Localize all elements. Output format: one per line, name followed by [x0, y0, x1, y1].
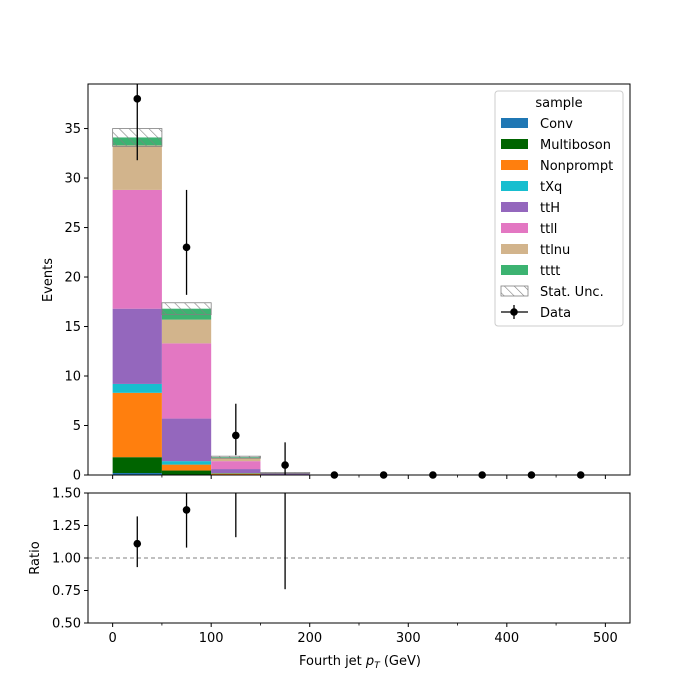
- y-tick-label-ratio-3: 1.25: [52, 519, 81, 534]
- legend-label-ttlnu: ttlnu: [540, 243, 570, 258]
- x-tick-label-0: 0: [108, 631, 116, 646]
- legend-swatch-nonprompt: [501, 160, 528, 170]
- ratio-point-0: [133, 539, 142, 548]
- bar-tth-bin-2: [211, 469, 261, 474]
- bar-tth-bin-1: [161, 418, 212, 462]
- y-tick-label-main-35: 35: [64, 122, 81, 137]
- bar-nonprompt-bin-2: [211, 473, 261, 475]
- bar-txq-bin-1: [161, 461, 212, 465]
- legend-label-data: Data: [540, 306, 571, 321]
- y-tick-label-ratio-0: 0.50: [52, 617, 81, 632]
- y-axis-ticks-ratio: 0.50 0.75 1.00 1.25 1.50: [52, 487, 88, 632]
- legend-label-stat-unc: Stat. Unc.: [540, 285, 604, 300]
- data-point-3: [281, 461, 289, 469]
- legend-swatch-ttlnu: [501, 244, 528, 254]
- legend-swatch-tth: [501, 202, 528, 212]
- x-tick-label-400: 400: [494, 631, 519, 646]
- bar-ttll-bin-2: [211, 461, 261, 470]
- legend: sample Conv Multiboson Nonprompt tXq ttH ttll t…: [494, 90, 624, 327]
- legend-swatch-txq: [501, 181, 528, 191]
- bar-ttlnu-bin-2: [211, 458, 261, 462]
- y-tick-label-main-5: 5: [73, 419, 81, 434]
- x-axis-label: Fourth jet pT (GeV): [299, 654, 421, 671]
- stat-unc-bin-1: [161, 302, 212, 316]
- y-tick-label-ratio-1: 0.75: [52, 584, 81, 599]
- bar-ttll-bin-1: [161, 343, 212, 419]
- x-axis-ticks-ratio: 0 100 200 300 400 500: [108, 623, 618, 646]
- legend-swatch-conv: [501, 118, 528, 128]
- bar-multiboson-bin-1: [161, 470, 212, 475]
- legend-title: sample: [535, 96, 582, 111]
- bar-ttll-bin-0: [112, 189, 162, 309]
- bar-conv-bin-0: [112, 473, 162, 475]
- y-tick-label-main-20: 20: [64, 271, 81, 286]
- legend-label-nonprompt: Nonprompt: [540, 159, 613, 174]
- data-point-2: [232, 431, 240, 440]
- legend-label-tttt: tttt: [540, 264, 560, 279]
- x-axis-label-symbol: p: [365, 654, 374, 669]
- x-axis-label-unit: (GeV): [380, 654, 421, 669]
- y-tick-label-main-25: 25: [64, 221, 81, 236]
- y-axis-ticks-main: 0 5 10 15 20 25 30 35: [64, 122, 88, 484]
- legend-swatch-multiboson: [501, 139, 528, 149]
- legend-label-conv: Conv: [540, 117, 573, 132]
- x-tick-label-100: 100: [199, 631, 224, 646]
- ratio-plot-frame: [87, 492, 631, 624]
- x-axis-label-text: Fourth jet: [299, 654, 366, 669]
- x-axis-ticks-main: [112, 475, 606, 479]
- legend-label-multiboson: Multiboson: [540, 138, 611, 153]
- legend-swatch-stat-unc: [500, 285, 529, 297]
- x-tick-label-500: 500: [593, 631, 618, 646]
- y-tick-label-main-0: 0: [73, 469, 81, 484]
- legend-label-txq: tXq: [540, 180, 562, 195]
- legend-label-ttll: ttll: [540, 222, 557, 237]
- y-tick-label-ratio-2: 1.00: [52, 552, 81, 567]
- bar-ttlnu-bin-1: [161, 319, 212, 344]
- ratio-plot-panel: 0.50 0.75 1.00 1.25 1.50 0 100 200 300 400 500 Ra…: [28, 487, 631, 671]
- legend-swatch-ttll: [501, 223, 528, 233]
- bar-multiboson-bin-0: [112, 457, 162, 474]
- x-tick-label-300: 300: [396, 631, 421, 646]
- y-tick-label-main-15: 15: [64, 320, 81, 335]
- data-point-0: [133, 95, 142, 103]
- y-axis-label-events: Events: [41, 258, 56, 302]
- bar-tth-bin-0: [112, 308, 162, 384]
- stacked-histogram: [112, 137, 310, 475]
- stat-unc-bin-2: [210, 455, 261, 459]
- data-point-1: [182, 243, 191, 252]
- x-axis-label-subscript: T: [374, 661, 381, 671]
- bar-nonprompt-bin-0: [112, 392, 162, 458]
- bar-nonprompt-bin-1: [161, 464, 212, 471]
- y-axis-label-ratio: Ratio: [28, 541, 43, 574]
- x-tick-label-200: 200: [297, 631, 322, 646]
- y-tick-label-main-30: 30: [64, 172, 81, 187]
- ratio-point-1: [182, 506, 191, 514]
- legend-data-marker: [510, 308, 518, 316]
- legend-label-tth: ttH: [540, 201, 560, 216]
- y-tick-label-ratio-4: 1.50: [52, 487, 81, 502]
- bar-txq-bin-0: [112, 383, 162, 393]
- y-tick-label-main-10: 10: [64, 370, 81, 385]
- main-plot-panel: 0 5 10 15 20 25 30 35 Events sample Conv Multibos…: [41, 83, 631, 484]
- ratio-points: [133, 493, 286, 590]
- legend-swatch-tttt: [501, 265, 528, 275]
